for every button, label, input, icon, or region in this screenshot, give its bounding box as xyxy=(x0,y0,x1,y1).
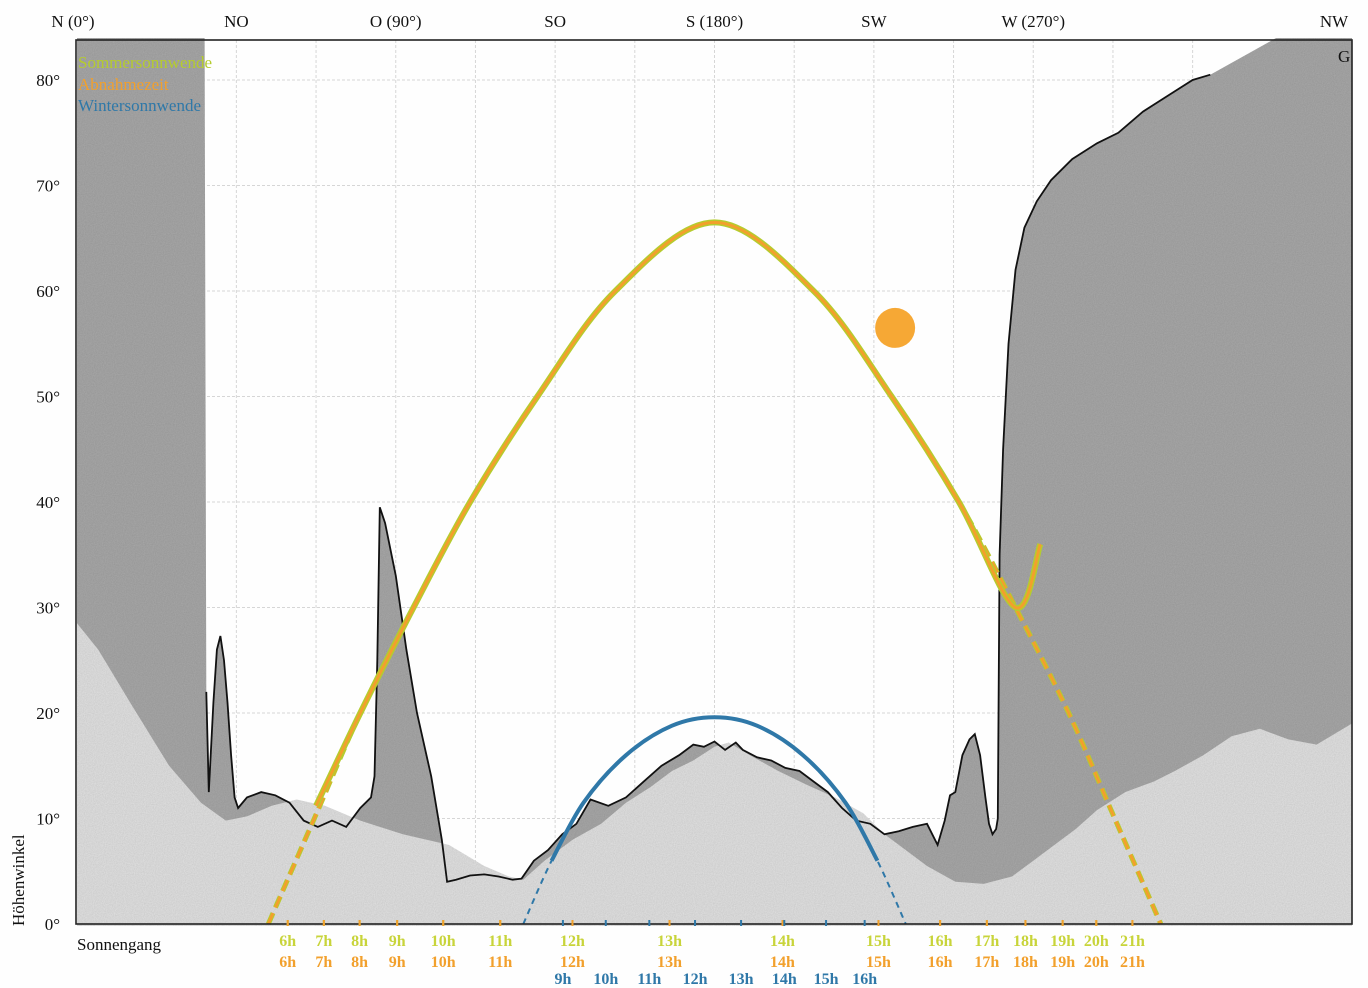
hour-label: 21h xyxy=(1120,933,1145,950)
hour-label: 21h xyxy=(1120,954,1145,971)
hour-label: 14h xyxy=(770,933,795,950)
hour-label: 11h xyxy=(488,954,512,971)
series-line-abnahmezeit xyxy=(314,220,1042,807)
y-tick-label: 70° xyxy=(36,177,60,196)
hour-label: 9h xyxy=(389,933,406,950)
x-tick-label: S (180°) xyxy=(686,12,743,31)
hour-label: 11h xyxy=(637,971,661,988)
y-axis-ticks: 0° 10° 20° 30° 40° 50° 60° 70° 80° xyxy=(36,71,60,934)
x-axis-ticks: N (0°) NO O (90°) SO S (180°) SW W (270°) NW xyxy=(51,12,1349,31)
y-axis-label: Höhenwinkel xyxy=(9,834,28,926)
x-tick-label: NO xyxy=(224,12,249,31)
horizon-near-outline xyxy=(205,73,1211,883)
hour-label: 18h xyxy=(1013,954,1038,971)
sun-position-marker xyxy=(875,307,916,348)
legend: Sommersonnwende Abnahmezeit Wintersonnwe… xyxy=(78,53,212,115)
hour-label: 18h xyxy=(1013,933,1038,950)
horizon-near-silhouette xyxy=(77,38,1352,926)
hour-label: 11h xyxy=(488,933,512,950)
hour-label: 15h xyxy=(814,971,839,988)
x-axis-label: Sonnengang xyxy=(77,935,162,954)
hour-label: 13h xyxy=(657,933,682,950)
horizon-far-silhouette xyxy=(77,623,1352,926)
plot-frame xyxy=(75,39,1353,925)
x-tick-label: SW xyxy=(861,12,887,31)
corner-label: G xyxy=(1338,47,1350,66)
x-tick-label: W (270°) xyxy=(1001,12,1065,31)
hour-label: 16h xyxy=(928,954,953,971)
hour-label: 8h xyxy=(351,933,368,950)
hour-label: 19h xyxy=(1050,933,1075,950)
hour-labels: 6h 7h 8h 9h 10h 11h 12h 13h 14h 15h 16h 17h 18h 19h 20… xyxy=(279,920,1145,988)
hour-label: 17h xyxy=(974,954,999,971)
hour-label: 19h xyxy=(1050,954,1075,971)
y-tick-label: 10° xyxy=(36,810,60,829)
hour-label: 9h xyxy=(389,954,406,971)
hour-label: 17h xyxy=(974,933,999,950)
legend-item-sommersonnwende: Sommersonnwende xyxy=(78,53,212,72)
y-tick-label: 80° xyxy=(36,71,60,90)
hour-label: 15h xyxy=(866,933,891,950)
legend-item-abnahmezeit: Abnahmezeit xyxy=(78,75,169,94)
hour-label: 9h xyxy=(554,971,571,988)
hour-label: 6h xyxy=(279,954,296,971)
hour-label: 12h xyxy=(560,933,585,950)
y-tick-label: 50° xyxy=(36,388,60,407)
hour-label: 13h xyxy=(657,954,682,971)
hour-label: 10h xyxy=(593,971,618,988)
x-tick-label: NW xyxy=(1320,12,1349,31)
hour-label: 10h xyxy=(431,933,456,950)
hour-label: 20h xyxy=(1084,933,1109,950)
hour-label: 13h xyxy=(729,971,754,988)
hour-label: 8h xyxy=(351,954,368,971)
hour-label: 12h xyxy=(560,954,585,971)
hour-label: 16h xyxy=(928,933,953,950)
legend-item-wintersonnwende: Wintersonnwende xyxy=(78,96,201,115)
hour-label: 20h xyxy=(1084,954,1109,971)
y-tick-label: 0° xyxy=(45,915,60,934)
x-tick-label: SO xyxy=(544,12,566,31)
y-tick-label: 30° xyxy=(36,599,60,618)
hour-label: 14h xyxy=(770,954,795,971)
hour-label: 10h xyxy=(431,954,456,971)
hour-label: 6h xyxy=(279,933,296,950)
x-tick-label: O (90°) xyxy=(370,12,422,31)
hour-label: 16h xyxy=(852,971,877,988)
hour-label: 15h xyxy=(866,954,891,971)
series-layer xyxy=(266,219,1164,926)
hour-label: 7h xyxy=(315,954,332,971)
y-tick-label: 20° xyxy=(36,704,60,723)
y-tick-label: 60° xyxy=(36,282,60,301)
hour-label: 7h xyxy=(315,933,332,950)
y-tick-label: 40° xyxy=(36,493,60,512)
x-tick-label: N (0°) xyxy=(51,12,94,31)
hour-label: 12h xyxy=(683,971,708,988)
hour-label: 14h xyxy=(772,971,797,988)
series-line-wintersonnwende xyxy=(549,715,880,862)
